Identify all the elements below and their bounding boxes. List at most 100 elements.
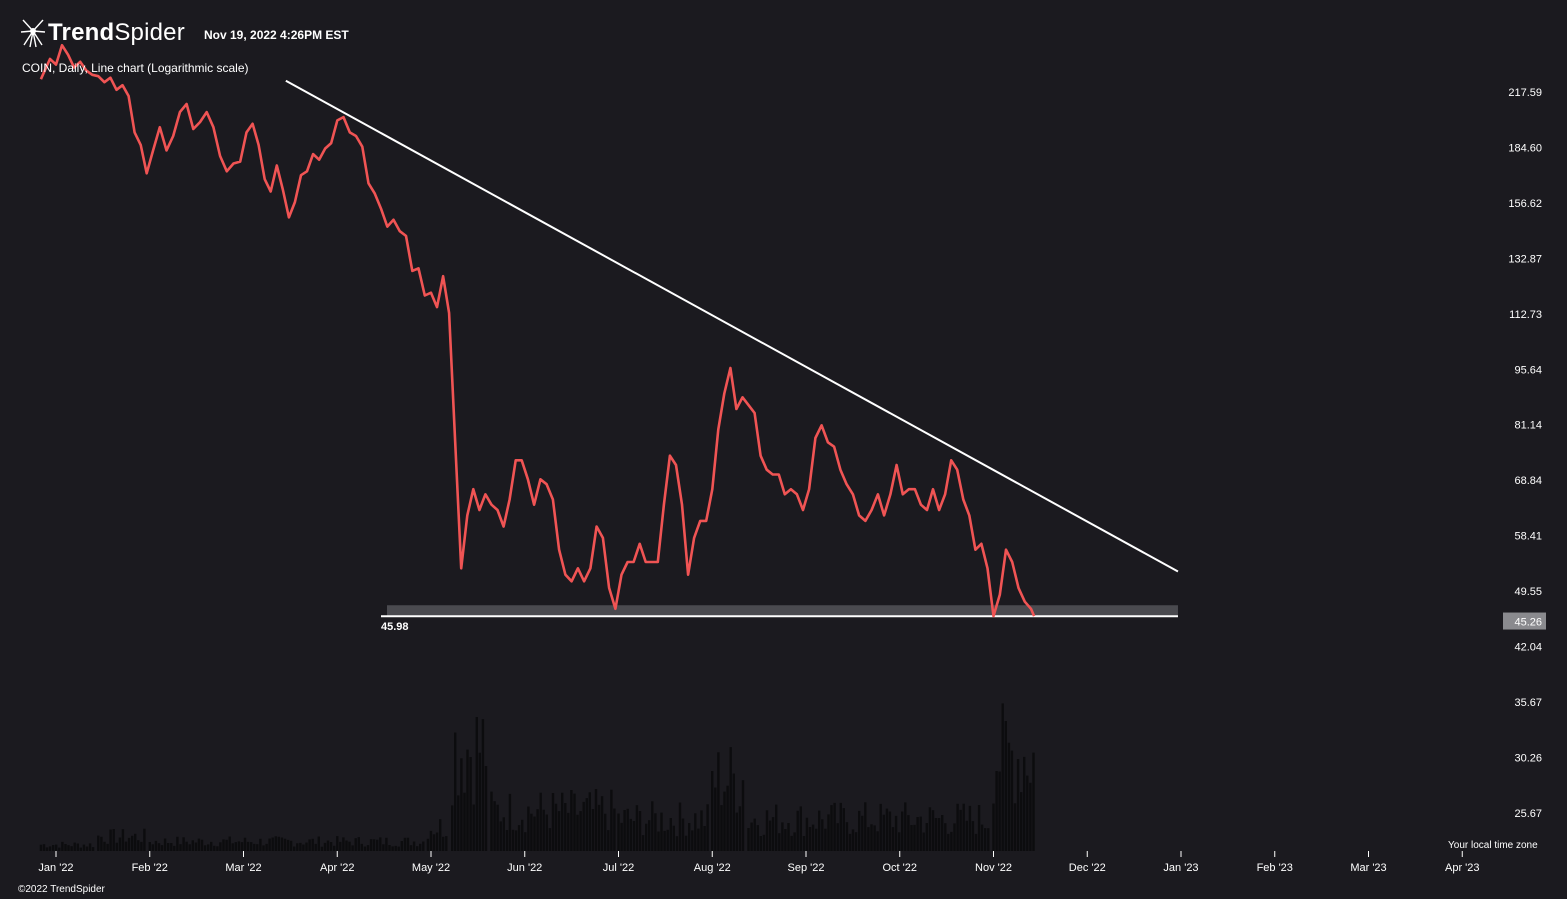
volume-bar bbox=[977, 805, 981, 851]
volume-bar bbox=[888, 811, 892, 851]
volume-bar bbox=[882, 814, 885, 851]
volume-bar bbox=[388, 845, 391, 851]
volume-bar bbox=[858, 810, 861, 851]
support-zone[interactable] bbox=[387, 605, 1178, 617]
volume-bar bbox=[469, 757, 472, 851]
volume-bar bbox=[112, 829, 115, 851]
volume-bar bbox=[934, 818, 938, 851]
volume-bar bbox=[542, 809, 545, 851]
volume-bar bbox=[103, 841, 106, 851]
volume-bar bbox=[711, 771, 714, 851]
volume-bar bbox=[121, 829, 125, 851]
volume-bar bbox=[594, 789, 598, 851]
volume-bar bbox=[645, 823, 648, 851]
volume-bar bbox=[228, 836, 231, 851]
volume-bar bbox=[167, 843, 170, 851]
volume-bar bbox=[1032, 752, 1035, 851]
volume-bar bbox=[944, 823, 947, 851]
volume-bar bbox=[442, 836, 445, 851]
y-tick-label: 49.55 bbox=[1514, 586, 1542, 598]
volume-bar bbox=[348, 841, 351, 851]
volume-bar bbox=[502, 817, 505, 851]
volume-bar bbox=[466, 749, 469, 851]
volume-bar bbox=[984, 828, 987, 851]
volume-bar bbox=[320, 846, 324, 851]
volume-bar bbox=[45, 847, 49, 851]
y-tick-label: 156.62 bbox=[1508, 198, 1542, 210]
volume-bar bbox=[663, 830, 666, 851]
volume-bar bbox=[326, 840, 330, 851]
volume-bar bbox=[329, 842, 333, 851]
volume-bar bbox=[109, 829, 112, 851]
volume-bar bbox=[323, 842, 327, 851]
volume-bar bbox=[901, 811, 904, 851]
volume-bar bbox=[765, 810, 769, 851]
volume-bar bbox=[163, 838, 167, 851]
volume-bar bbox=[85, 846, 89, 851]
volume-bar bbox=[959, 809, 962, 851]
volume-bar bbox=[700, 810, 703, 851]
x-tick-label: Apr '22 bbox=[320, 862, 355, 874]
volume-bar bbox=[194, 842, 198, 851]
x-tick-label: Sep '22 bbox=[788, 862, 825, 874]
volume-bar bbox=[723, 791, 726, 851]
volume-bar bbox=[305, 842, 308, 851]
volume-bar bbox=[412, 841, 416, 851]
volume-bar bbox=[527, 806, 530, 851]
volume-bar bbox=[397, 846, 400, 851]
volume-bar bbox=[97, 835, 100, 851]
volume-bar bbox=[88, 843, 92, 851]
volume-bar bbox=[124, 841, 128, 851]
volume-bar bbox=[600, 796, 604, 851]
volume-bar bbox=[827, 814, 830, 851]
volume-bar bbox=[379, 837, 382, 851]
volume-bar bbox=[508, 793, 512, 851]
volume-bar bbox=[354, 838, 357, 851]
volume-bar bbox=[998, 771, 1001, 851]
volume-bar bbox=[941, 815, 944, 851]
volume-bar bbox=[833, 802, 836, 851]
volume-bar bbox=[70, 846, 73, 851]
volume-bar bbox=[76, 843, 79, 851]
volume-bar bbox=[836, 823, 839, 851]
volume-bar bbox=[620, 822, 623, 851]
volume-bar bbox=[225, 839, 228, 851]
volume-bar bbox=[576, 814, 579, 851]
volume-bar bbox=[579, 811, 582, 851]
resistance-trendline[interactable] bbox=[285, 79, 1179, 573]
volume-bar bbox=[790, 835, 793, 851]
volume-bar bbox=[654, 813, 657, 851]
volume-bar bbox=[143, 828, 146, 851]
volume-bar bbox=[830, 805, 833, 851]
volume-bar bbox=[672, 825, 675, 851]
volume-bar bbox=[160, 845, 164, 851]
volume-bar bbox=[870, 824, 873, 851]
volume-bar bbox=[629, 818, 632, 851]
volume-bar bbox=[953, 823, 956, 851]
volume-bar bbox=[894, 815, 898, 851]
volume-bar bbox=[554, 803, 558, 851]
volume-bar bbox=[200, 839, 204, 851]
volume-bar bbox=[173, 845, 176, 851]
volume-bar bbox=[726, 785, 729, 851]
volume-bar bbox=[391, 846, 394, 851]
volume-bar bbox=[729, 747, 732, 851]
volume-bar bbox=[741, 780, 745, 851]
volume-bar bbox=[296, 843, 299, 851]
volume-bar bbox=[536, 809, 539, 851]
volume-bar bbox=[867, 827, 870, 851]
volume-bar bbox=[151, 844, 154, 851]
volume-bar bbox=[913, 824, 916, 851]
volume-bar bbox=[771, 817, 775, 851]
volume-bar bbox=[610, 789, 613, 851]
volume-bar bbox=[170, 843, 173, 851]
volume-bar bbox=[403, 837, 407, 851]
volume-bar bbox=[824, 828, 827, 851]
price-line[interactable] bbox=[39, 43, 1036, 618]
volume-bar bbox=[460, 758, 463, 851]
timezone-label[interactable]: Your local time zone bbox=[1448, 840, 1538, 851]
volume-bar bbox=[271, 837, 274, 851]
volume-bar bbox=[956, 803, 959, 851]
volume-bar bbox=[635, 805, 639, 851]
